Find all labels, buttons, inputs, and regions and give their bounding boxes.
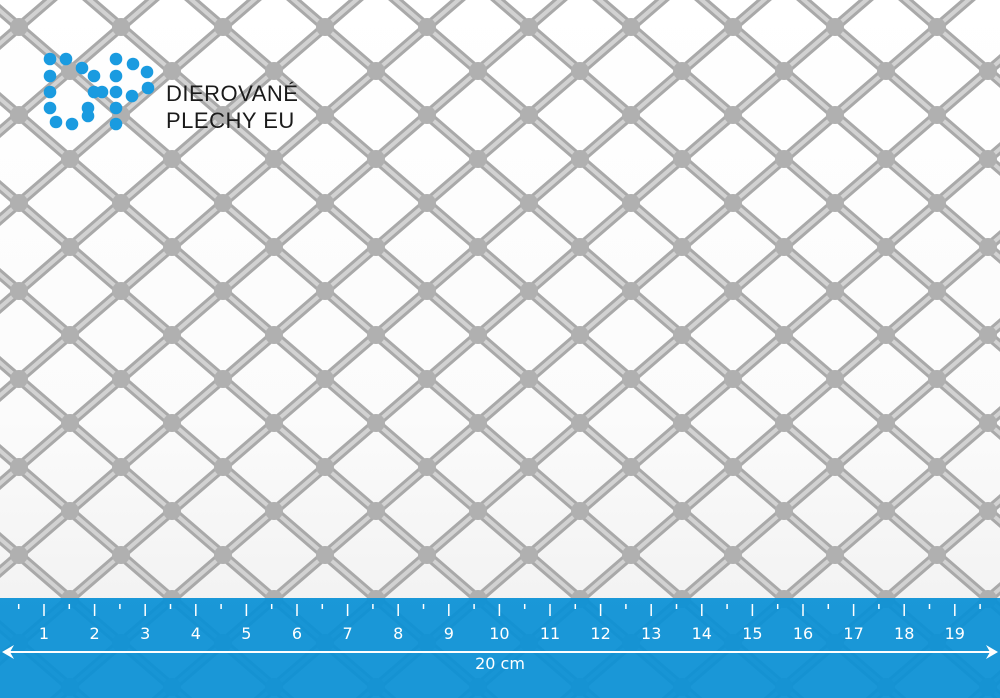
logo-dot	[49, 115, 63, 129]
ruler-tick-label: 6	[292, 624, 302, 643]
logo-dot	[43, 85, 57, 99]
ruler-tick-label: 19	[945, 624, 965, 643]
logo-dot	[43, 101, 57, 115]
logo-dot	[43, 52, 57, 66]
logo-dot	[59, 52, 73, 66]
ruler-tick-label: 3	[140, 624, 150, 643]
logo-dot	[75, 61, 89, 75]
logo-dot	[109, 69, 123, 83]
logo-dot	[141, 81, 155, 95]
ruler-tick-label: 8	[393, 624, 403, 643]
arrow-right-icon	[986, 645, 998, 659]
ruler-tick-label: 16	[793, 624, 813, 643]
ruler-tick-label: 10	[489, 624, 509, 643]
logo-dot	[87, 69, 101, 83]
ruler-tick-label: 14	[692, 624, 712, 643]
ruler-tick-label: 15	[742, 624, 762, 643]
ruler-tick-label: 17	[843, 624, 863, 643]
ruler: 1 2 3 4 5 6 7 8 9 10 11 12 13 14 15 16 17 18 19	[0, 598, 1000, 698]
logo-monogram	[43, 52, 155, 131]
ruler-tick-label: 9	[444, 624, 454, 643]
ruler-tick-label: 7	[343, 624, 353, 643]
logo-dot	[109, 101, 123, 115]
ruler-tick-label: 11	[540, 624, 560, 643]
ruler-tick-label: 5	[241, 624, 251, 643]
logo-line-1: DIEROVANÉ	[166, 81, 299, 106]
logo-line-2: PLECHY EU	[166, 108, 295, 133]
logo-dot	[126, 57, 140, 71]
logo-dot	[95, 85, 109, 99]
logo-dot	[81, 109, 95, 123]
ruler-length-label: 20 cm	[475, 654, 525, 673]
ruler-tick-label: 1	[39, 624, 49, 643]
logo-dot	[140, 65, 154, 79]
logo-dot	[109, 85, 123, 99]
ruler-tick-label: 2	[90, 624, 100, 643]
logo-dot	[109, 52, 123, 66]
logo-dot	[125, 89, 139, 103]
ruler-tick-label: 18	[894, 624, 914, 643]
logo-dot	[43, 69, 57, 83]
ruler-tick-label: 4	[191, 624, 201, 643]
ruler-tick-label: 12	[590, 624, 610, 643]
logo-dot	[109, 117, 123, 131]
logo-dot	[65, 117, 79, 131]
arrow-left-icon	[2, 645, 14, 659]
ruler-tick-label: 13	[641, 624, 661, 643]
logo-text: DIEROVANÉ PLECHY EU	[166, 80, 298, 134]
